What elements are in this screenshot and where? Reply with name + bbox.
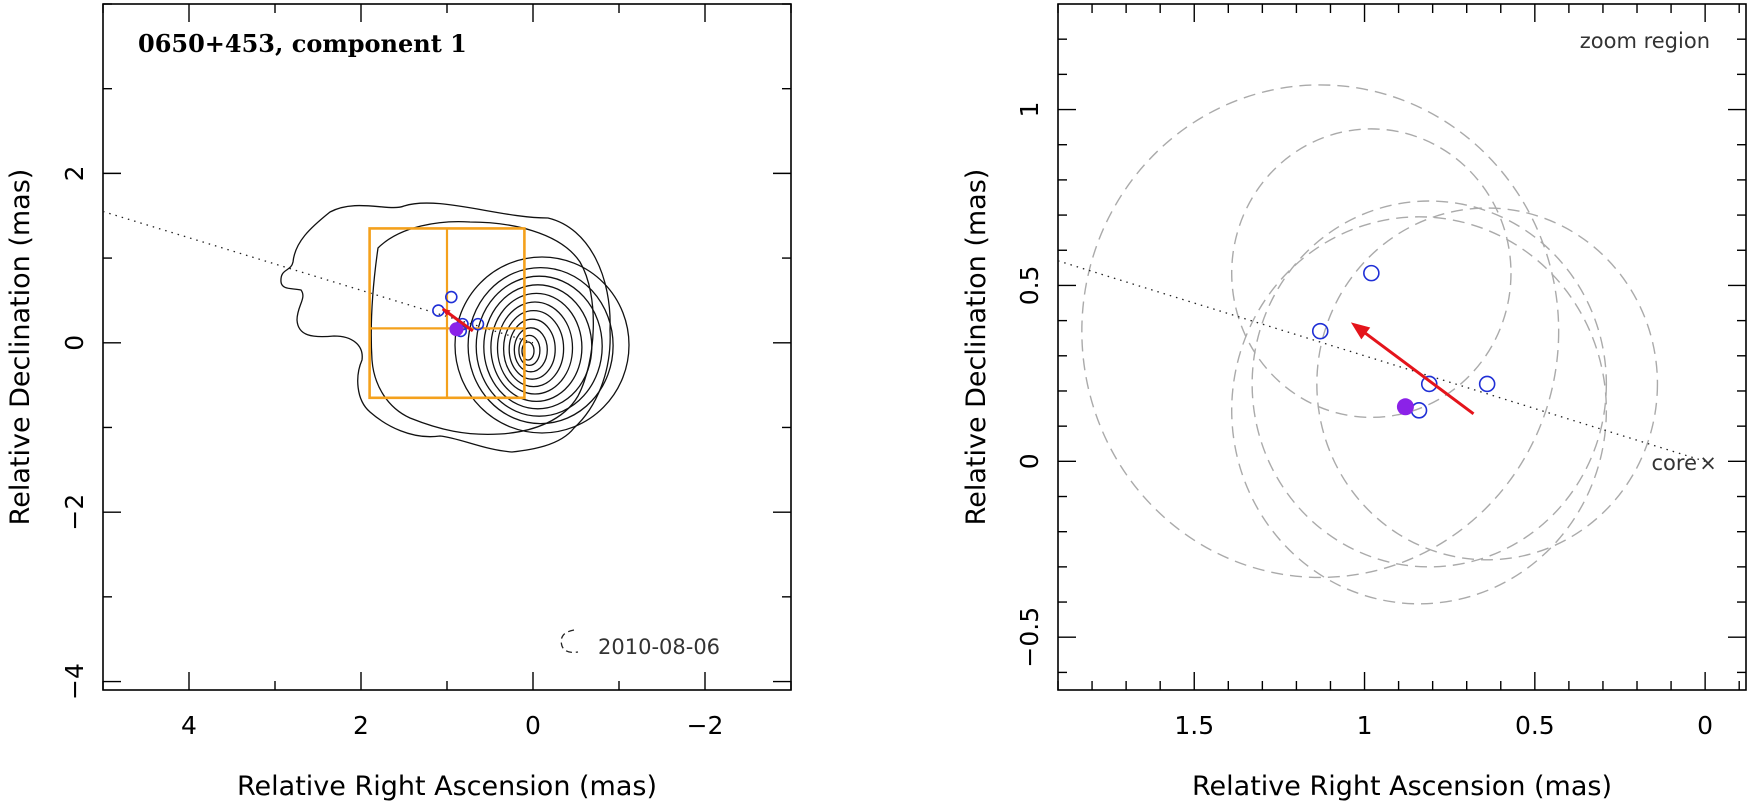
uncertainty-circle [1251, 200, 1608, 568]
right-x-tick-label: 0 [1697, 711, 1713, 740]
right-x-tick-label: 0.5 [1515, 711, 1555, 740]
contour-level [454, 256, 630, 434]
right-panel: zoom region core × 1.5 1 0.5 0 −0.5 0 0.5 1 Rel… [961, 3, 1747, 802]
right-component-markers [1311, 264, 1496, 419]
right-ticks [1057, 4, 1746, 690]
plot-title: 0650+453, component 1 [138, 29, 467, 58]
left-ticks [102, 3, 792, 690]
mean-position-marker [449, 322, 464, 337]
left-component-markers [432, 290, 485, 338]
motion-vector-arrowhead [442, 308, 451, 316]
component-position [1420, 375, 1438, 393]
left-y-tick-label: −2 [60, 494, 89, 531]
contour-level [513, 327, 548, 373]
left-y-tick-label: 2 [60, 165, 89, 181]
component-position [1478, 375, 1496, 393]
right-plot-frame [1057, 3, 1747, 691]
left-y-tick-label: 0 [60, 335, 89, 351]
left-panel: 0650+453, component 1 2010-08-06 4 2 0 −2 −4… [5, 3, 792, 802]
left-y-tick-label: −4 [60, 663, 89, 700]
core-marker: × [1699, 451, 1717, 475]
contour-level [490, 292, 583, 403]
uncertainty-circle [1081, 84, 1560, 579]
left-contour-map [280, 202, 630, 453]
contour-level [502, 309, 565, 388]
left-y-axis-label: Relative Declination (mas) [5, 169, 36, 526]
uncertainty-circle [1231, 128, 1512, 419]
component-position [1311, 322, 1329, 340]
right-y-tick-label: 0.5 [1015, 266, 1044, 306]
contour-level [483, 284, 593, 410]
left-tick-labels: 4 2 0 −2 −4 −2 0 2 [60, 165, 723, 740]
left-x-tick-label: 0 [525, 711, 541, 740]
left-x-axis-label: Relative Right Ascension (mas) [237, 771, 657, 802]
core-label: core [1652, 451, 1698, 475]
contour-level [467, 266, 614, 425]
left-x-tick-label: −2 [687, 711, 724, 740]
contour-level [475, 275, 603, 417]
component-position [432, 304, 445, 317]
component-position [1363, 264, 1380, 282]
right-y-tick-label: −0.5 [1015, 607, 1044, 668]
right-y-tick-label: 1 [1015, 102, 1044, 118]
left-x-tick-label: 4 [181, 711, 197, 740]
motion-vector-arrow [1363, 331, 1475, 416]
uncertainty-circle [1231, 216, 1608, 605]
beam-ellipse [560, 629, 579, 654]
right-y-axis-label: Relative Declination (mas) [961, 169, 992, 526]
epoch-label: 2010-08-06 [598, 635, 720, 659]
uncertainty-circle [1316, 207, 1659, 561]
component-position [444, 290, 458, 304]
mean-position-marker [1396, 398, 1414, 416]
right-y-tick-label: 0 [1015, 453, 1044, 469]
right-x-tick-label: 1 [1357, 711, 1373, 740]
contour-level [521, 341, 535, 361]
left-x-tick-label: 2 [353, 711, 369, 740]
contour-level [518, 334, 541, 367]
zoom-region-label: zoom region [1580, 29, 1710, 53]
right-x-axis-label: Relative Right Ascension (mas) [1192, 771, 1612, 802]
uncertainty-circles [1081, 84, 1659, 605]
contour-level [508, 318, 556, 380]
component-position [471, 317, 485, 331]
outer-contour [280, 202, 611, 453]
right-tick-labels: 1.5 1 0.5 0 −0.5 0 0.5 1 [1015, 102, 1713, 740]
right-x-tick-label: 1.5 [1174, 711, 1214, 740]
contour-level [496, 301, 574, 395]
right-jet-axis-line [1057, 260, 1706, 462]
motion-vector-arrowhead [1350, 322, 1371, 340]
